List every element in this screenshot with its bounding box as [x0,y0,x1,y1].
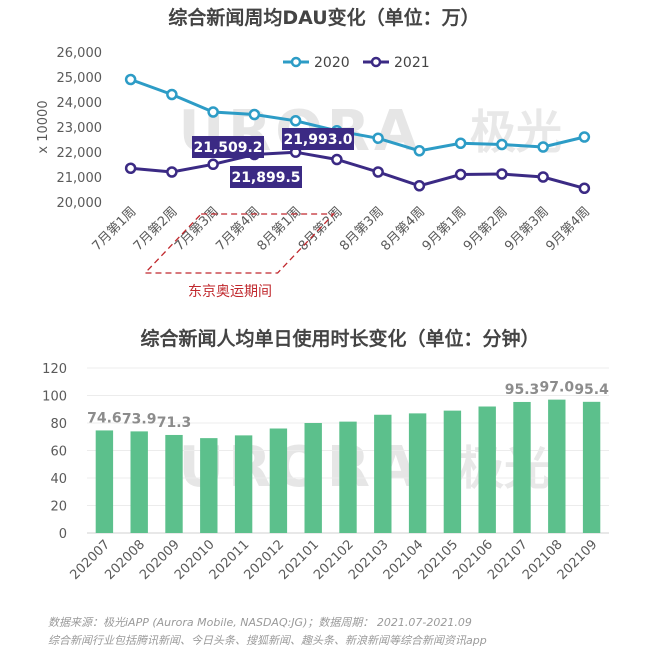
series-point-2021 [454,168,467,181]
y-tick-label: 22,000 [57,146,103,161]
chart-title: 综合新闻人均单日使用时长变化（单位：分钟） [140,327,539,350]
y-tick-label: 40 [50,472,67,487]
series-point-2020 [289,115,302,127]
olympic-period-label: 东京奥运期间 [188,283,272,300]
bar [130,431,148,533]
series-point-2021 [372,166,384,178]
y-tick-label: 24,000 [57,96,103,111]
industry-note: 综合新闻行业包括腾讯新闻、今日头条、搜狐新闻、趣头条、新浪新闻等综合新闻资讯ap… [48,634,487,647]
series-point-2020 [537,141,549,153]
series-point-2021 [578,182,591,194]
bar [200,438,218,533]
series-line-2021 [130,150,585,190]
y-tick-label: 21,000 [57,171,103,186]
watermark-text-cn: 极光 [458,441,550,495]
bar [443,410,462,533]
bar [513,401,531,533]
bar [339,421,357,533]
y-tick-label: 60 [50,445,67,460]
series-point-2020 [248,108,261,121]
series-point-2020 [413,145,426,157]
series-point-2020 [207,106,219,118]
source-note: 数据来源：极光iAPP (Aurora Mobile, NASDAQ:JG)；数… [48,616,472,629]
series-line-2020 [130,78,585,153]
series-point-2020 [578,131,591,143]
y-tick-label: 20,000 [57,196,103,211]
legend-label-2021: 2021 [394,55,430,71]
bar-data-label: 74.6 [87,410,122,426]
chart-title: 综合新闻周均DAU变化（单位：万） [168,6,479,29]
bar [165,434,183,533]
series-point-2021 [166,166,178,178]
bar [582,401,601,533]
series-point-2021 [413,180,426,192]
data-callout-label: 21,509.2 [193,140,262,156]
bar [234,435,253,533]
dau-line-chart: URORA极光综合新闻周均DAU变化（单位：万）x 1000020,00021,… [36,6,593,300]
y-tick-label: 20 [50,500,67,515]
series-point-2021 [496,168,508,180]
data-callout-box [230,166,302,188]
y-tick-label: 25,000 [57,71,103,86]
series-point-2021 [537,171,549,183]
bar [304,423,322,533]
bar-data-label: 95.4 [574,382,609,398]
data-callout-label: 21,993.0 [283,132,352,148]
legend-marker-2020 [290,56,302,68]
series-point-2020 [496,138,508,151]
bar-data-label: 97.0 [540,380,575,396]
y-tick-label: 0 [59,527,67,542]
data-callout-box [192,136,264,158]
data-callout-box [282,128,354,150]
series-point-2020 [372,132,384,144]
bar [269,428,288,533]
bar [548,399,566,533]
bar [408,413,427,533]
bar [374,414,392,533]
y-axis-label: x 10000 [36,100,51,153]
series-point-2021 [124,162,137,174]
y-tick-label: 100 [42,390,67,405]
usage-bar-chart: 综合新闻人均单日使用时长变化（单位：分钟）URORA 极光020406080100… [42,327,609,583]
series-point-2020 [124,73,137,86]
bar [95,430,114,533]
bar-data-label: 73.9 [122,411,157,427]
y-tick-label: 120 [42,362,67,377]
y-tick-label: 26,000 [57,46,103,61]
y-tick-label: 23,000 [57,121,103,136]
bar-data-label: 71.3 [157,415,192,431]
y-tick-label: 80 [50,417,67,432]
legend-marker-2021 [370,56,382,68]
olympic-period-box [143,213,336,274]
series-point-2021 [207,158,219,171]
bar [478,406,496,533]
legend-label-2020: 2020 [314,55,350,71]
bar-data-label: 95.3 [505,382,540,398]
series-point-2020 [454,137,467,149]
data-callout-label: 21,899.5 [231,170,300,186]
series-point-2021 [331,153,343,166]
series-point-2020 [166,88,178,101]
